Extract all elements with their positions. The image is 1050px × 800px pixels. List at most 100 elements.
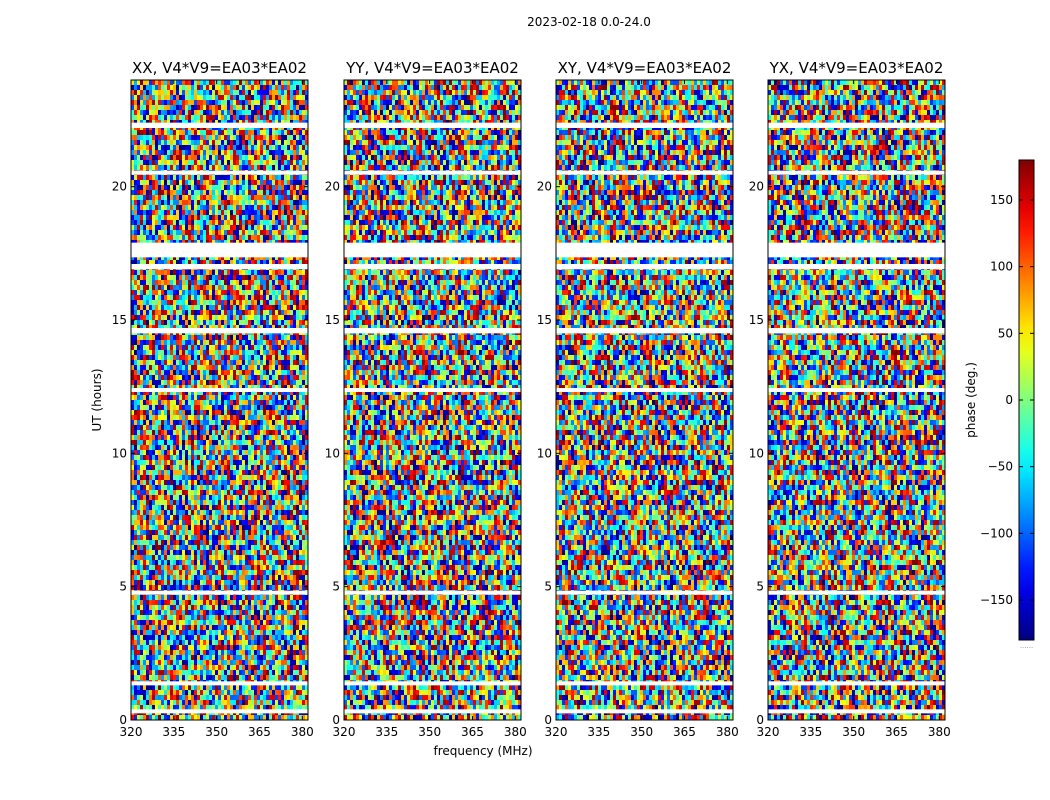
- flagged-band: [556, 170, 733, 175]
- y-tick-label: 10: [537, 446, 552, 460]
- colorbar-tick-label: −50: [988, 460, 1013, 474]
- flagged-band: [131, 590, 308, 595]
- y-tick-label: 20: [537, 180, 552, 194]
- y-axis-label: UT (hours): [90, 368, 104, 431]
- y-tick-label: 0: [119, 713, 127, 727]
- panel-title: XY, V4*V9=EA03*EA02: [558, 59, 732, 77]
- x-tick-label: 380: [928, 725, 951, 739]
- flagged-band: [131, 242, 308, 258]
- flagged-band: [556, 709, 733, 714]
- y-tick-label: 0: [756, 713, 764, 727]
- flagged-band: [344, 681, 521, 686]
- flagged-band: [768, 242, 945, 258]
- y-tick-label: 0: [544, 713, 552, 727]
- colorbar-tick-label: 0: [1005, 393, 1013, 407]
- y-tick-label: 15: [749, 313, 764, 327]
- flagged-band: [768, 170, 945, 175]
- y-tick-label: 0: [332, 713, 340, 727]
- axes-frame: [767, 79, 946, 721]
- flagged-band: [131, 388, 308, 392]
- flagged-band: [768, 122, 945, 128]
- x-tick-label: 335: [162, 725, 185, 739]
- panel-title: YX, V4*V9=EA03*EA02: [769, 59, 944, 77]
- flagged-band: [556, 122, 733, 128]
- flagged-band: [768, 709, 945, 714]
- heatmap-image: [556, 80, 733, 720]
- x-tick-label: 320: [120, 725, 143, 739]
- flagged-band: [556, 328, 733, 334]
- panel-0: XX, V4*V9=EA03*EA02 320 335 350 365 380 0 5 10 15…: [112, 59, 314, 739]
- flagged-band: [344, 709, 521, 714]
- x-tick-label: 365: [673, 725, 696, 739]
- colorbar-tick-label: −150: [980, 593, 1013, 607]
- flagged-band: [556, 388, 733, 392]
- flagged-band: [556, 264, 733, 270]
- flagged-band: [556, 681, 733, 686]
- x-tick-label: 335: [587, 725, 610, 739]
- flagged-band: [768, 590, 945, 595]
- axes-frame: [130, 79, 309, 721]
- flagged-band: [344, 264, 521, 270]
- colorbar-label: phase (deg.): [964, 362, 978, 438]
- y-tick-label: 20: [749, 180, 764, 194]
- panel-title: YY, V4*V9=EA03*EA02: [345, 59, 519, 77]
- y-tick-label: 15: [325, 313, 340, 327]
- panel-3: YX, V4*V9=EA03*EA02 320 335 350 365 380 0 5 10 15…: [749, 59, 951, 739]
- flagged-band: [131, 709, 308, 714]
- flagged-band: [131, 170, 308, 175]
- x-tick-label: 350: [630, 725, 653, 739]
- y-tick-label: 5: [544, 580, 552, 594]
- y-tick-label: 15: [112, 313, 127, 327]
- axes-frame: [343, 79, 522, 721]
- flagged-band: [131, 264, 308, 270]
- y-tick-label: 20: [112, 180, 127, 194]
- y-tick-label: 5: [119, 580, 127, 594]
- x-tick-label: 335: [375, 725, 398, 739]
- panel-title: XX, V4*V9=EA03*EA02: [132, 59, 307, 77]
- flagged-band: [344, 242, 521, 258]
- panels: XX, V4*V9=EA03*EA02 320 335 350 365 380 0 5 10 15…: [112, 59, 951, 739]
- x-tick-label: 365: [248, 725, 271, 739]
- x-axis-label: frequency (MHz): [433, 744, 532, 758]
- y-tick-label: 10: [112, 446, 127, 460]
- y-tick-label: 10: [325, 446, 340, 460]
- flagged-band: [131, 328, 308, 334]
- flagged-band: [344, 170, 521, 175]
- panel-2: XY, V4*V9=EA03*EA02 320 335 350 365 380 0 5 10 15…: [537, 59, 739, 739]
- y-tick-label: 20: [325, 180, 340, 194]
- flagged-band: [131, 681, 308, 686]
- x-tick-label: 380: [716, 725, 739, 739]
- flagged-band: [344, 590, 521, 595]
- heatmap-image: [768, 80, 945, 720]
- flagged-band: [768, 681, 945, 686]
- figure-suptitle: 2023-02-18 0.0-24.0: [527, 15, 651, 29]
- y-tick-label: 10: [749, 446, 764, 460]
- flagged-band: [344, 328, 521, 334]
- y-tick-label: 15: [537, 313, 552, 327]
- y-tick-label: 5: [756, 580, 764, 594]
- panel-1: YY, V4*V9=EA03*EA02 320 335 350 365 380 0 5 10 15…: [325, 59, 527, 739]
- flagged-band: [556, 590, 733, 595]
- colorbar-tick-label: 150: [990, 193, 1013, 207]
- flagged-band: [556, 242, 733, 258]
- flagged-band: [768, 264, 945, 270]
- flagged-band: [344, 388, 521, 392]
- colorbar: −150 −100 −50 0 50 100 150 phase (deg.)......: [964, 159, 1035, 650]
- x-tick-label: 335: [799, 725, 822, 739]
- x-tick-label: 320: [333, 725, 356, 739]
- colorbar-tick-label: 50: [998, 326, 1013, 340]
- x-tick-label: 320: [545, 725, 568, 739]
- x-tick-label: 350: [842, 725, 865, 739]
- colorbar-footnote: ......: [1020, 642, 1033, 650]
- x-tick-label: 350: [418, 725, 441, 739]
- heatmap-image: [344, 80, 521, 720]
- x-tick-label: 365: [885, 725, 908, 739]
- flagged-band: [344, 122, 521, 128]
- x-tick-label: 350: [205, 725, 228, 739]
- flagged-band: [768, 388, 945, 392]
- colorbar-tick-label: −100: [980, 526, 1013, 540]
- x-tick-label: 365: [461, 725, 484, 739]
- x-tick-label: 320: [757, 725, 780, 739]
- flagged-band: [131, 122, 308, 128]
